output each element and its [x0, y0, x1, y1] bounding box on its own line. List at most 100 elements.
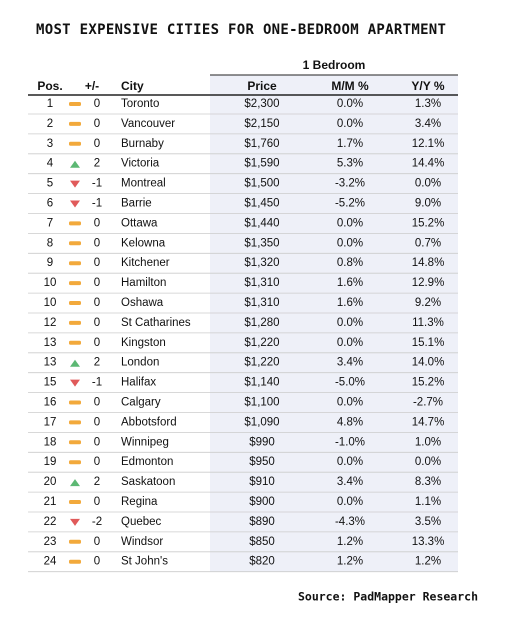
- up-icon: [70, 359, 80, 367]
- flat-icon: [69, 420, 81, 425]
- cell: 0: [94, 397, 100, 409]
- cell: $1,590: [244, 158, 279, 170]
- cell: 3: [47, 138, 53, 150]
- cell: Halifax: [121, 377, 156, 389]
- cell: 13: [44, 337, 57, 349]
- flat-icon: [69, 559, 81, 564]
- cell: 0.0%: [415, 456, 441, 468]
- cell: 8: [47, 237, 53, 249]
- cell: -4.3%: [335, 516, 365, 528]
- cell: 5: [47, 178, 53, 190]
- cell: Edmonton: [121, 456, 173, 468]
- cell: $2,150: [244, 118, 279, 130]
- cell: 10: [44, 297, 57, 309]
- cell: 0.0%: [337, 496, 363, 508]
- column-header: Pos.: [37, 79, 62, 93]
- cell: 0: [94, 98, 100, 110]
- cell: Vancouver: [121, 118, 175, 130]
- cell: 1.2%: [337, 556, 363, 568]
- cell: $990: [249, 436, 275, 448]
- cell: 1.1%: [415, 496, 441, 508]
- cell: $900: [249, 496, 275, 508]
- cell: Calgary: [121, 397, 161, 409]
- cell: $2,300: [244, 98, 279, 110]
- column-header: Price: [247, 79, 277, 93]
- cell: 15.1%: [412, 337, 445, 349]
- cell: $1,440: [244, 217, 279, 229]
- cell: $950: [249, 456, 275, 468]
- cell: $1,320: [244, 257, 279, 269]
- cell: $850: [249, 536, 275, 548]
- cell: 9.0%: [415, 198, 441, 210]
- cell: 0: [94, 317, 100, 329]
- cell: $890: [249, 516, 275, 528]
- cell: 24: [44, 556, 57, 568]
- cell: 0.0%: [337, 317, 363, 329]
- cell: -1: [92, 198, 102, 210]
- cell: 0: [94, 556, 100, 568]
- cell: -1: [92, 178, 102, 190]
- cell: 14.0%: [412, 357, 445, 369]
- cell: $1,500: [244, 178, 279, 190]
- cell: -5.2%: [335, 198, 365, 210]
- cell: $1,220: [244, 357, 279, 369]
- cell: 5.3%: [337, 158, 363, 170]
- column-header: City: [121, 79, 144, 93]
- flat-icon: [69, 221, 81, 226]
- cell: 0.0%: [337, 98, 363, 110]
- cell: 14.7%: [412, 416, 445, 428]
- cell: 2: [94, 158, 100, 170]
- cell: $820: [249, 556, 275, 568]
- cell: 0.8%: [337, 257, 363, 269]
- cell: 0.0%: [337, 456, 363, 468]
- cell: Kingston: [121, 337, 166, 349]
- cell: 18: [44, 436, 57, 448]
- cell: 1.6%: [337, 297, 363, 309]
- cell: Barrie: [121, 198, 152, 210]
- flat-icon: [69, 102, 81, 106]
- cell: Montreal: [121, 178, 166, 190]
- cell: 0: [94, 217, 100, 229]
- cell: -5.0%: [335, 377, 365, 389]
- cell: $910: [249, 476, 275, 488]
- cell: 9.2%: [415, 297, 441, 309]
- flat-icon: [69, 500, 81, 504]
- cell: 15.2%: [412, 377, 445, 389]
- cell: 3.5%: [415, 516, 441, 528]
- down-icon: [70, 518, 80, 526]
- cell: 3.4%: [415, 118, 441, 130]
- source: Source: PadMapper Research: [298, 590, 478, 604]
- cell: 17: [44, 416, 57, 428]
- cell: $1,350: [244, 237, 279, 249]
- cell: 0: [94, 138, 100, 150]
- cell: 15: [44, 377, 57, 389]
- cell: 0: [94, 277, 100, 289]
- cell: Abbotsford: [121, 416, 177, 428]
- cell: $1,100: [244, 397, 279, 409]
- cell: 2: [47, 118, 53, 130]
- cell: Windsor: [121, 536, 163, 548]
- cell: St John's: [121, 556, 168, 568]
- cell: $1,280: [244, 317, 279, 329]
- column-header: +/-: [85, 79, 99, 93]
- cell: 0.0%: [337, 237, 363, 249]
- down-icon: [70, 180, 80, 188]
- cell: 0.0%: [415, 178, 441, 190]
- cell: Ottawa: [121, 217, 158, 229]
- flat-icon: [69, 241, 81, 246]
- column-header: Y/Y %: [411, 79, 444, 93]
- cell: 14.8%: [412, 257, 445, 269]
- cell: Burnaby: [121, 138, 164, 150]
- down-icon: [70, 379, 80, 387]
- flat-icon: [69, 400, 81, 405]
- title: MOST EXPENSIVE CITIES FOR ONE-BEDROOM AP…: [36, 22, 446, 38]
- cell: Regina: [121, 496, 158, 508]
- cell: 1.3%: [415, 98, 441, 110]
- cell: 1.7%: [337, 138, 363, 150]
- cell: 1.2%: [337, 536, 363, 548]
- cell: 15.2%: [412, 217, 445, 229]
- flat-icon: [69, 121, 81, 126]
- column-header: M/M %: [331, 79, 369, 93]
- cell: 19: [44, 456, 57, 468]
